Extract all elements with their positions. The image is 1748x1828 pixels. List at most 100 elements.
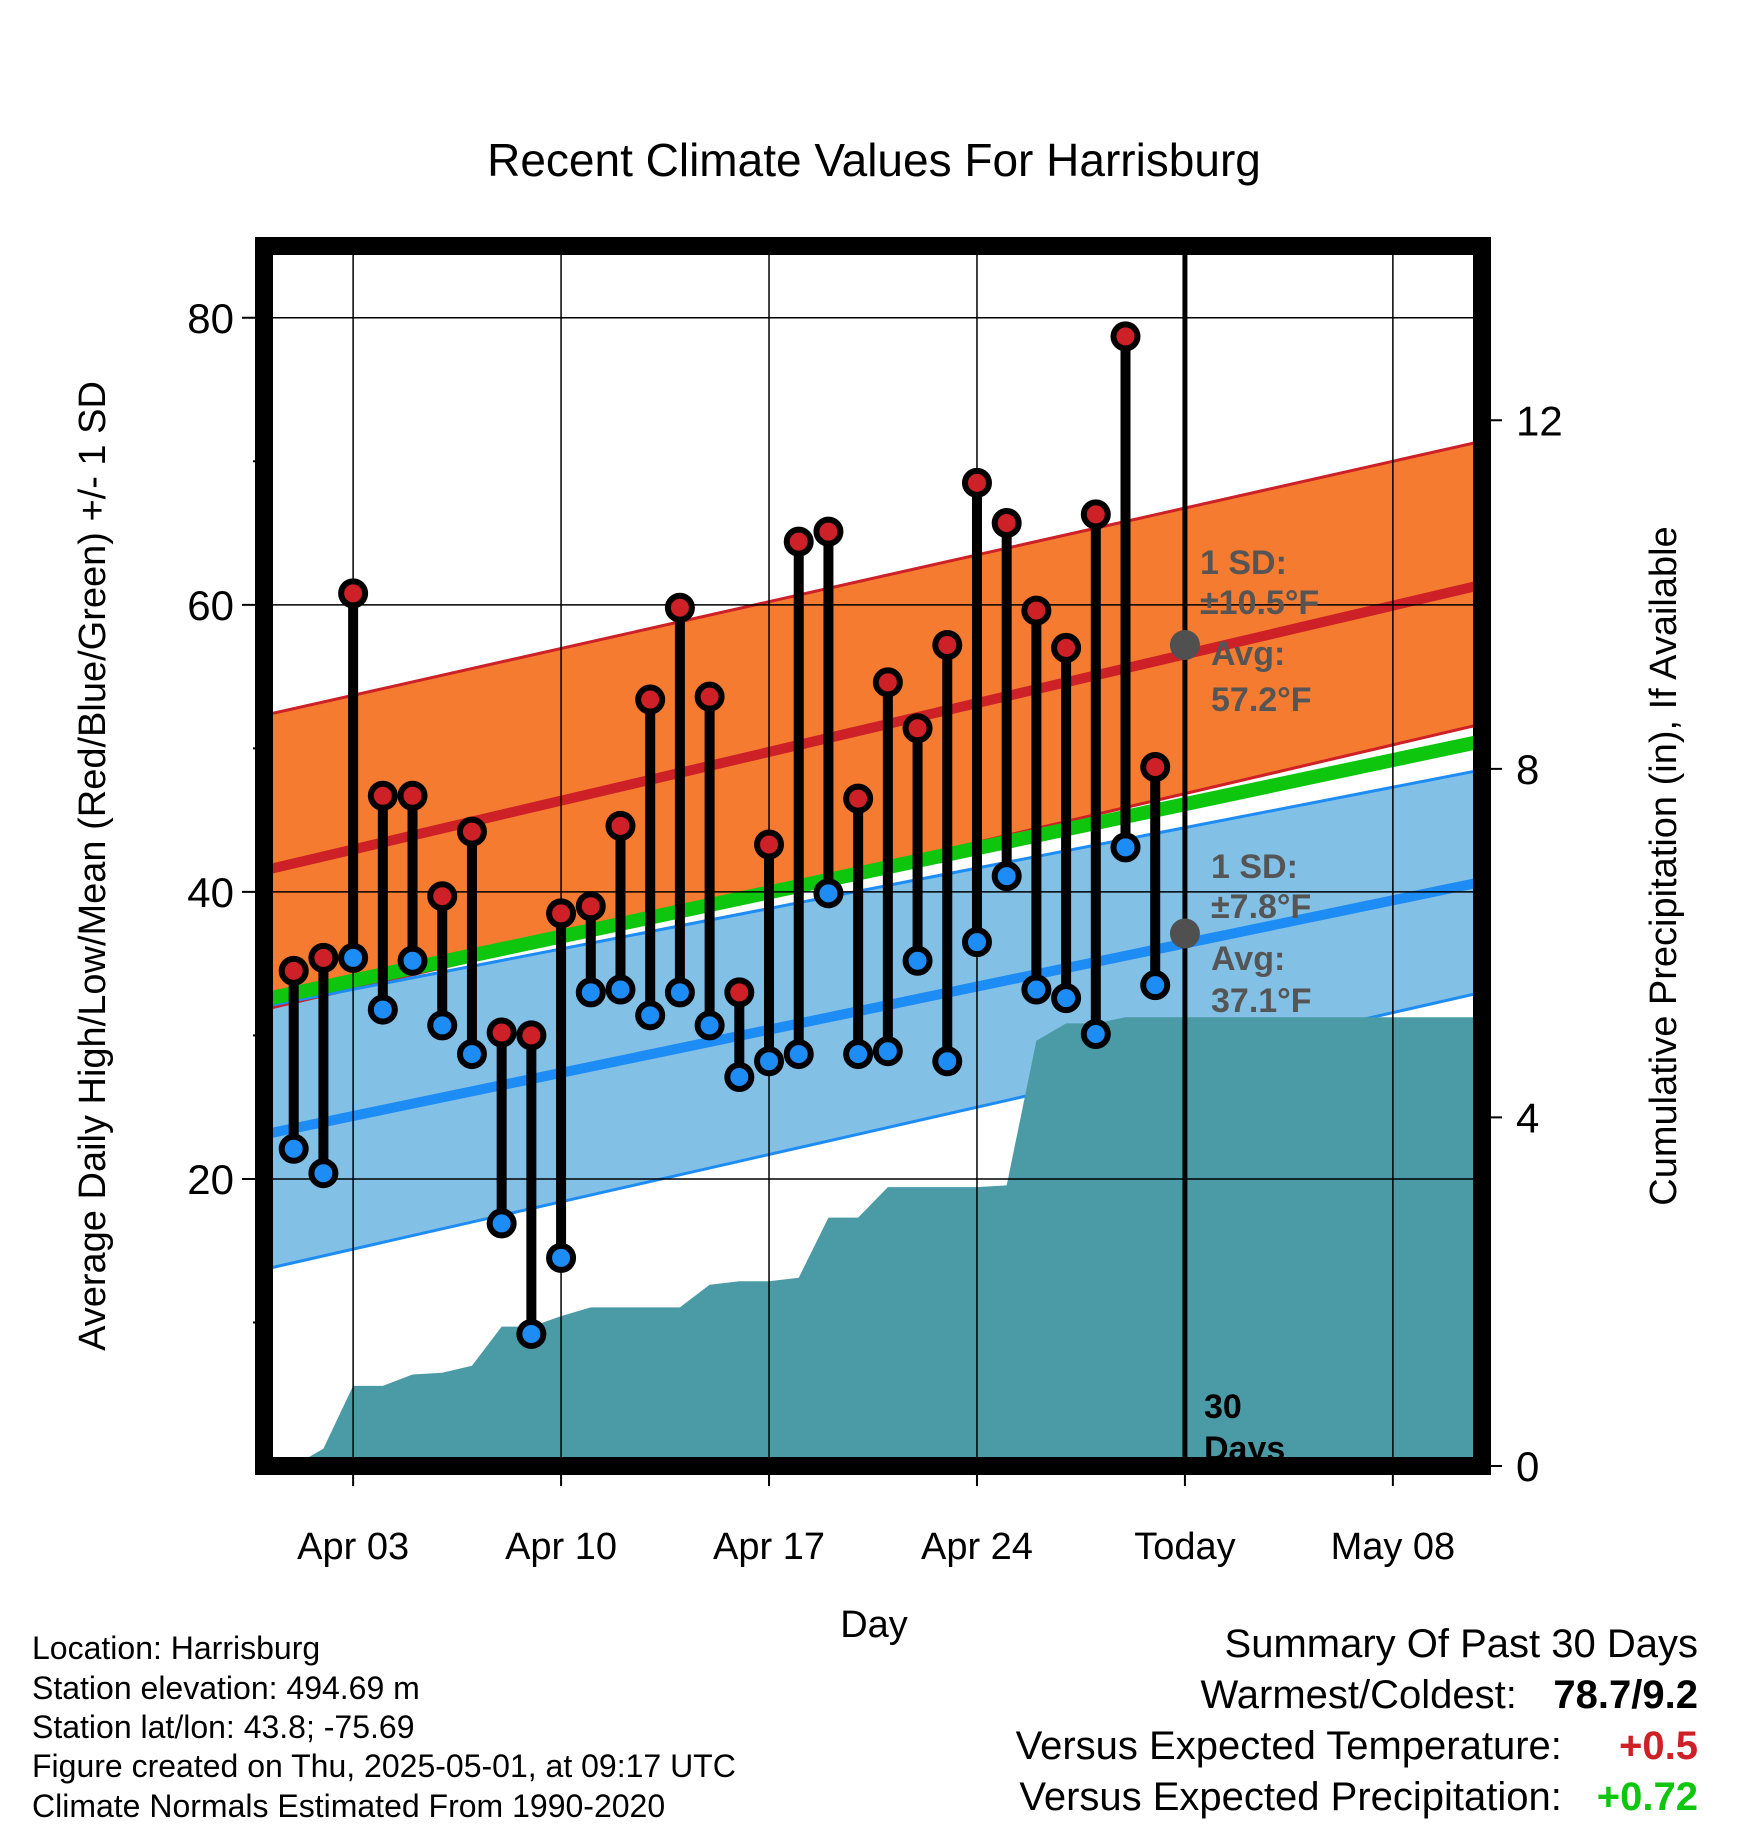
axes: 20 40 60 80 0 4 8 12 Apr 03 Apr 10 Apr 17 Apr 24 Tod… [187,295,1562,1568]
summary-title: Summary Of Past 30 Days [1224,1622,1698,1666]
y2-axis-label: Cumulative Precipitation (in), If Availa… [1643,526,1685,1205]
high-temp-point [605,810,636,841]
summary-precip-value: +0.72 [1596,1775,1698,1819]
low-temp-point [724,1062,755,1093]
low-temp-point [1080,1018,1111,1049]
footer-elevation: Station elevation: 494.69 m [32,1670,420,1706]
low-temp-point [813,878,844,909]
high-sd-value: ±10.5°F [1200,584,1319,622]
high-temp-point [635,684,666,715]
high-temp-point [902,713,933,744]
x-tick-label: Apr 24 [921,1526,1033,1568]
high-temp-point [694,681,725,712]
x-tick-label: Apr 17 [713,1526,825,1568]
summary-warm-cold-value: 78.7/9.2 [1553,1673,1698,1717]
high-temp-point [486,1017,517,1048]
plot-frame [255,237,1491,1475]
footer-normals: Climate Normals Estimated From 1990-2020 [32,1788,666,1824]
today-high-avg-marker [1169,630,1200,661]
plot-area [264,439,1482,1466]
low-temp-point [635,1000,666,1031]
high-temp-point [427,881,458,912]
x-axis-label: Day [840,1604,908,1646]
y2-tick-label: 12 [1516,397,1563,444]
high-temp-point [961,467,992,498]
y2-tick-label: 4 [1516,1094,1539,1141]
high-temp-point [456,816,487,847]
low-temp-point [575,977,606,1008]
low-temp-point [991,861,1022,892]
low-temp-point [843,1039,874,1070]
low-temp-point [516,1318,547,1349]
high-temp-point [575,891,606,922]
high-temp-point [1080,499,1111,530]
high-sd-upper-line [264,439,1482,717]
summary-precip-label: Versus Expected Precipitation: [1019,1775,1562,1819]
low-sd-label: 1 SD: [1211,848,1298,886]
high-temp-point [1110,321,1141,352]
y-tick-label: 60 [187,582,234,629]
low-temp-point [338,942,369,973]
summary-warm-cold-label: Warmest/Coldest: [1200,1673,1517,1717]
low-temp-point [961,927,992,958]
low-temp-point [1140,970,1171,1001]
today-low-avg-marker [1169,918,1200,949]
y-tick-label: 20 [187,1156,234,1203]
low-temp-point [783,1039,814,1070]
summary-precip: Versus Expected Precipitation: +0.72 [1019,1777,1698,1817]
high-temp-point [1051,632,1082,663]
high-temp-point [278,955,309,986]
low-avg-label: Avg: [1211,940,1285,978]
low-temp-point [367,994,398,1025]
high-temp-point [516,1020,547,1051]
high-temp-point [367,780,398,811]
high-avg-value: 57.2°F [1211,681,1312,719]
low-normal-line [264,876,1482,1140]
y-tick-label: 80 [187,295,234,342]
high-sd-label: 1 SD: [1200,544,1287,582]
low-temp-point [605,974,636,1005]
precip-area [264,1017,1482,1466]
low-temp-point [278,1133,309,1164]
summary-temp: Versus Expected Temperature: +0.5 [1016,1726,1698,1766]
summary-warm-cold: Warmest/Coldest: 78.7/9.2 [1201,1675,1699,1715]
high-temp-point [843,783,874,814]
low-temp-point [397,945,428,976]
low-temp-point [308,1158,339,1189]
low-temp-point [754,1046,785,1077]
high-temp-point [546,898,577,929]
y-tick-label: 40 [187,869,234,916]
low-temp-point [694,1010,725,1041]
chart-title: Recent Climate Values For Harrisburg [487,134,1261,186]
x-tick-label: Apr 10 [505,1526,617,1568]
summary-temp-value: +0.5 [1619,1724,1698,1768]
x-tick-label: Apr 03 [297,1526,409,1568]
high-temp-point [724,977,755,1008]
high-temp-point [783,526,814,557]
footer-created: Figure created on Thu, 2025-05-01, at 09… [32,1748,736,1784]
y-axis-label: Average Daily High/Low/Mean (Red/Blue/Gr… [72,381,114,1351]
x-tick-label: Today [1134,1526,1235,1568]
low-temp-point [1110,832,1141,863]
high-temp-point [664,592,695,623]
high-temp-point [1021,595,1052,626]
high-temp-point [932,630,963,661]
low-temp-point [932,1046,963,1077]
x-tick-label: May 08 [1331,1526,1456,1568]
low-temp-point [872,1036,903,1067]
high-temp-point [308,942,339,973]
low-temp-point [1021,974,1052,1005]
high-temp-point [813,516,844,547]
high-avg-label: Avg: [1211,635,1285,673]
high-temp-point [338,578,369,609]
today-days-number: 30 [1204,1388,1242,1426]
low-sd-band [264,769,1482,1270]
low-sd-value: ±7.8°F [1211,888,1311,926]
low-temp-point [902,945,933,976]
y2-tick-label: 0 [1516,1443,1539,1490]
high-temp-point [1140,752,1171,783]
high-temp-point [397,780,428,811]
y2-tick-label: 8 [1516,746,1539,793]
footer-latlon: Station lat/lon: 43.8; -75.69 [32,1709,415,1745]
